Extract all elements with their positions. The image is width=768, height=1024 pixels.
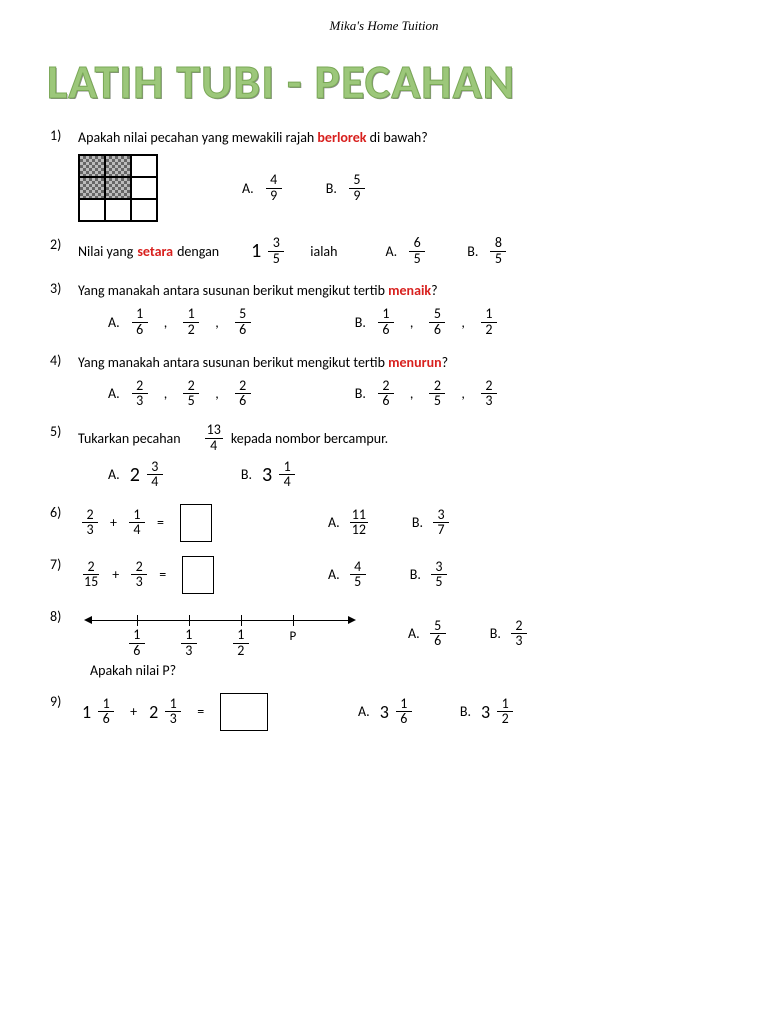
question-7: 7) 215 + 23 = A.45 B.35 [50,556,718,594]
q4-number: 4) [50,352,78,369]
q8-option-a: A.56 [408,619,450,649]
q5-number: 5) [50,423,78,440]
q3-number: 3) [50,280,78,297]
q9-answer-box [220,693,268,731]
question-6: 6) 23 + 14 = A.1112 B.37 [50,504,718,542]
q7-answer-box [182,556,214,594]
q2-option-b: B.85 [467,236,510,266]
q8-number: 8) [50,608,78,625]
q9-number: 9) [50,693,78,710]
question-3: 3) Yang manakah antara susunan berikut m… [50,280,718,337]
q6-number: 6) [50,504,78,521]
q4-option-a: A. 23, 25, 26 [108,379,255,409]
q3-option-b: B. 16, 56, 12 [355,307,501,337]
q2-option-a: A.65 [386,236,430,266]
q5-option-a: A. 234 [108,460,171,490]
q1-red: berlorek [317,129,366,146]
q9-option-a: A. 316 [358,697,420,727]
q1-option-a: A. 49 [242,173,286,203]
q1-option-b: B. 59 [326,173,369,203]
q9-option-b: B. 312 [460,697,521,727]
question-5: 5) Tukarkan pecahan 134 kepada nombor be… [50,423,718,490]
q6-option-b: B.37 [412,508,453,538]
q5-option-b: B. 314 [241,460,303,490]
question-1: 1) Apakah nilai pecahan yang mewakili ra… [50,127,718,222]
q1-number: 1) [50,127,78,144]
question-2: 2) Nilai yang setara dengan 135 ialah A.… [50,236,718,266]
q8-number-line: 16 13 12 P [90,612,350,658]
page-title: LATIH TUBI - PECAHAN [47,52,718,111]
question-4: 4) Yang manakah antara susunan berikut m… [50,352,718,409]
q8-subtext: Apakah nilai P? [90,662,718,679]
q7-option-b: B.35 [410,560,451,590]
q2-number: 2) [50,236,78,253]
page-header: Mika's Home Tuition [50,18,718,34]
q7-number: 7) [50,556,78,573]
q6-answer-box [180,504,212,542]
q1-text-after: di bawah? [367,129,428,146]
q1-diagram [78,154,158,222]
question-8: 8) 16 13 12 P A.56 [50,608,718,679]
question-9: 9) 116 + 213 = A. 316 B. 312 [50,693,718,731]
q8-option-b: B.23 [490,619,531,649]
q4-option-b: B. 26, 25, 23 [355,379,501,409]
q3-option-a: A. 16, 12, 56 [108,307,255,337]
q1-text-before: Apakah nilai pecahan yang mewakili rajah [78,129,317,146]
q6-option-a: A.1112 [328,508,372,538]
q7-option-a: A.45 [328,560,370,590]
